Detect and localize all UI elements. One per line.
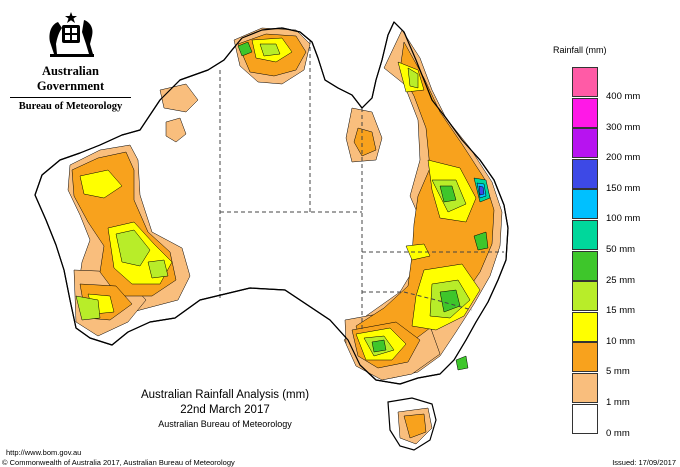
government-header: Australian Government Bureau of Meteorol… — [8, 10, 133, 112]
coastline — [34, 21, 509, 385]
map-title-block: Australian Rainfall Analysis (mm) 22nd M… — [135, 389, 315, 429]
copyright-notice: © Commonwealth of Australia 2017, Austra… — [2, 458, 235, 467]
legend-swatch — [572, 373, 598, 403]
legend-label: 0 mm — [606, 427, 630, 439]
legend-swatch — [572, 281, 598, 312]
legend-label: 200 mm — [606, 152, 641, 164]
legend-label: 25 mm — [606, 274, 636, 286]
legend-label: 100 mm — [606, 213, 641, 225]
map-date: 22nd March 2017 — [180, 404, 270, 416]
legend-swatch — [572, 250, 598, 281]
bureau-name: Bureau of Meteorology — [18, 101, 123, 112]
legend-label: 150 mm — [606, 182, 641, 194]
government-name: Australian Government — [36, 64, 105, 93]
coat-of-arms-icon — [48, 12, 94, 57]
rain-150mm-qld-coast — [478, 185, 485, 196]
state-borders — [219, 40, 504, 332]
map-source: Australian Bureau of Meteorology — [158, 419, 292, 429]
legend-swatch — [572, 311, 598, 342]
header-divider — [10, 97, 131, 98]
legend-swatch — [572, 403, 598, 434]
legend-swatch — [572, 97, 598, 128]
issued-date: Issued: 17/09/2017 — [612, 458, 676, 467]
legend-label: 50 mm — [606, 244, 636, 255]
australia-rainfall-map — [34, 21, 509, 451]
legend-swatch — [572, 220, 598, 250]
legend-label: 15 mm — [606, 305, 636, 317]
legend-label: 400 mm — [606, 91, 641, 102]
legend-swatch — [572, 189, 598, 220]
legend-label: 1 mm — [606, 397, 630, 408]
legend-swatch — [572, 67, 598, 97]
legend-swatch — [572, 158, 598, 189]
legend-label: 5 mm — [606, 366, 630, 378]
legend-swatch — [572, 342, 598, 373]
map-title: Australian Rainfall Analysis (mm) — [140, 389, 310, 401]
legend-title: Rainfall (mm) — [553, 45, 607, 55]
bom-website-link[interactable]: http://www.bom.gov.au — [6, 448, 82, 457]
legend-swatch — [572, 128, 598, 159]
legend-label: 300 mm — [606, 121, 641, 133]
legend-label: 10 mm — [606, 335, 636, 347]
